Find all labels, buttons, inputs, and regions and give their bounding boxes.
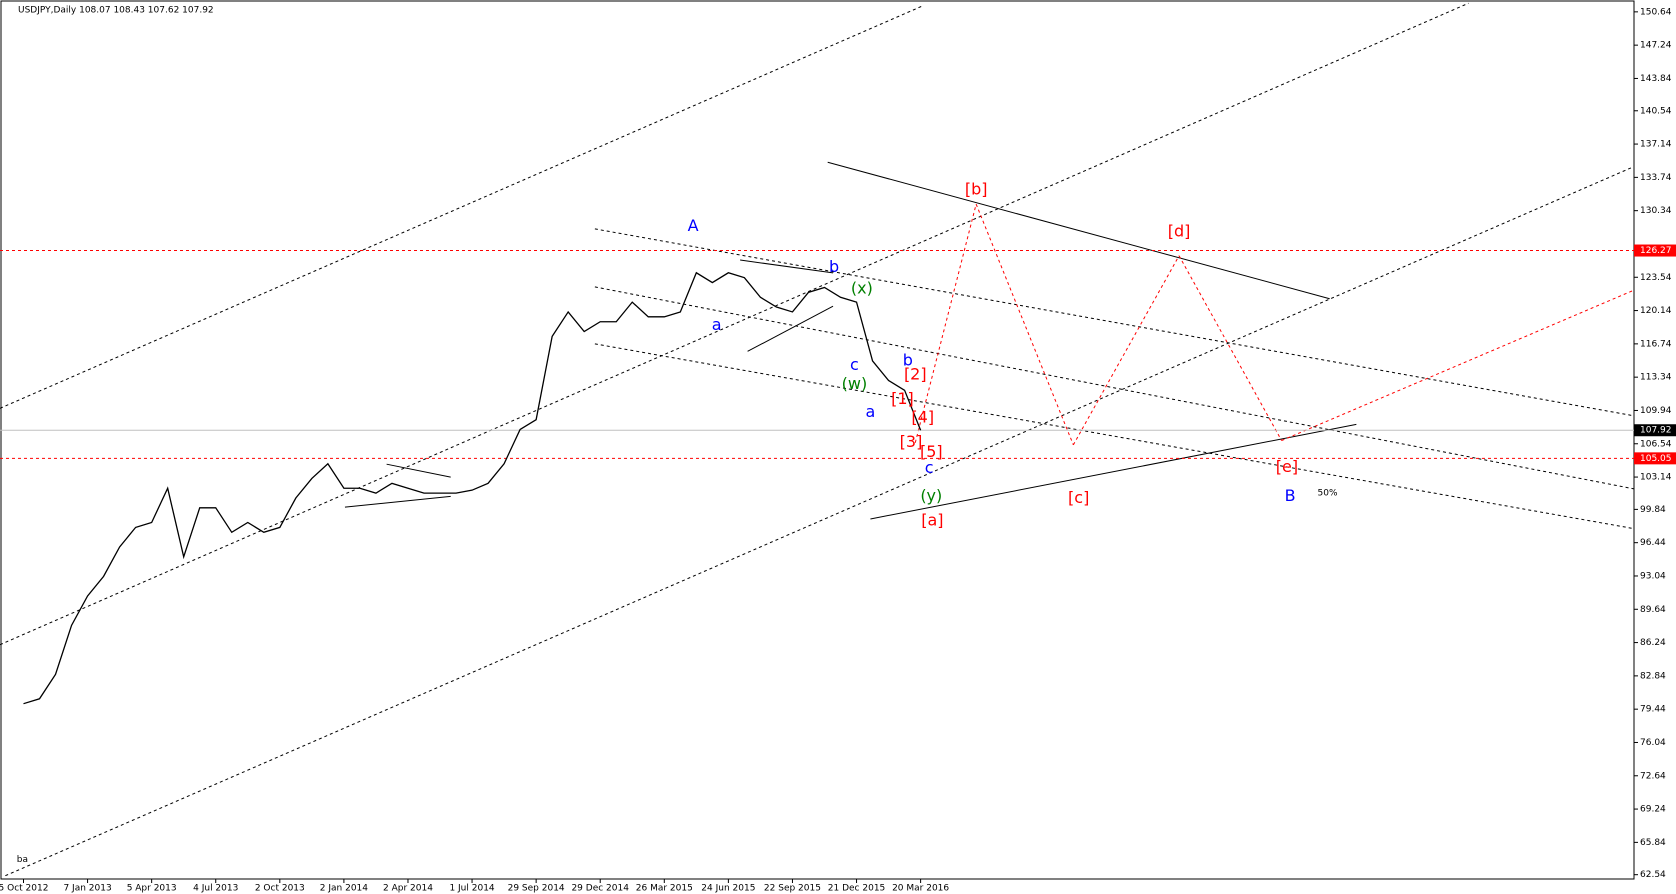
trend-line [914,204,977,443]
wave-label: [a] [921,511,943,530]
y-tick-label: 103.14 [1640,473,1672,483]
trend-line [1178,255,1283,441]
y-tick-label: 72.64 [1640,771,1666,781]
y-tick-label: 123.54 [1640,273,1672,283]
x-tick-label: 2 Oct 2013 [255,884,305,894]
x-tick-label: 4 Jul 2013 [193,884,238,894]
x-tick-label: 29 Dec 2014 [571,884,629,894]
trend-line [594,286,1635,490]
y-tick-label: 106.54 [1640,439,1672,449]
price-line [23,271,922,705]
wave-label: b [903,351,913,370]
wave-label: (w) [842,374,868,393]
chart-title: USDJPY,Daily 108.07 108.43 107.62 107.92 [18,6,214,16]
y-tick-label: 99.84 [1640,505,1666,515]
wave-label: [1] [891,389,914,408]
trend-line [975,203,1074,446]
level-label-box [1634,244,1676,257]
x-tick-label: 22 Sep 2015 [764,884,821,894]
y-tick-label: 76.04 [1640,738,1666,748]
trend-line [740,259,834,274]
trend-line [344,495,451,508]
trend-line [1072,255,1180,446]
x-tick-label: 21 Dec 2015 [828,884,886,894]
trend-line [870,423,1357,520]
x-tick-label: 5 Oct 2012 [0,884,48,894]
y-tick-label: 109.94 [1640,406,1672,416]
y-tick-label: 93.04 [1640,571,1666,581]
trend-line [747,305,834,352]
level-label: 126.27 [1640,246,1672,256]
wave-label: B [1285,486,1296,505]
y-tick-label: 137.14 [1640,140,1672,150]
y-tick-label: 140.54 [1640,106,1672,116]
y-tick-label: 147.24 [1640,41,1672,51]
y-tick-label: 133.74 [1640,173,1672,183]
wave-label: a [712,315,722,334]
wave-label: c [850,355,859,374]
wave-label: [e] [1276,457,1298,476]
y-tick-label: 82.84 [1640,671,1666,681]
wave-label: c [925,458,934,477]
trend-line [1281,289,1635,442]
wave-label: (y) [920,486,942,505]
wave-label: [3] [900,432,923,451]
y-tick-label: 96.44 [1640,538,1666,548]
x-tick-label: 2 Jan 2014 [320,884,368,894]
plot-frame [0,0,1635,880]
wave-label: [4] [911,407,934,426]
level-label: 105.05 [1640,454,1672,464]
trend-line [594,343,1635,530]
level-label-box [1634,452,1676,465]
y-tick-label: 79.44 [1640,705,1666,715]
y-tick-label: 69.24 [1640,805,1666,815]
x-tick-label: 5 Apr 2013 [127,884,177,894]
wave-label: [c] [1068,488,1089,507]
y-tick-label: 86.24 [1640,638,1666,648]
trend-line [594,228,1635,417]
x-tick-label: 24 Jun 2015 [701,884,755,894]
wave-label: a [866,402,876,421]
y-tick-label: 120.14 [1640,306,1672,316]
y-tick-label: 89.64 [1640,605,1666,615]
y-tick-label: 150.64 [1640,7,1672,17]
x-tick-label: 29 Sep 2014 [508,884,565,894]
y-tick-label: 130.34 [1640,206,1672,216]
wave-label: (x) [851,279,873,298]
x-tick-label: 20 Mar 2016 [892,884,949,894]
x-tick-label: 2 Apr 2014 [383,884,433,894]
trend-line [386,463,451,478]
level-label: 107.92 [1640,426,1672,436]
wave-label: 50% [1318,489,1338,499]
level-label-box [1634,424,1676,437]
wave-label: [2] [904,365,927,384]
x-tick-label: 7 Jan 2013 [63,884,111,894]
wave-label: b [829,257,839,276]
x-tick-label: 1 Jul 2014 [449,884,494,894]
y-tick-label: 116.74 [1640,339,1672,349]
y-tick-label: 143.84 [1640,74,1672,84]
trend-line [827,161,1330,300]
x-tick-label: 26 Mar 2015 [636,884,693,894]
wave-label: ba [17,855,28,865]
y-tick-label: 62.54 [1640,870,1666,880]
wave-label: [d] [1168,222,1191,241]
wave-label: A [688,216,699,235]
wave-label: [b] [965,180,988,199]
y-tick-label: 113.34 [1640,373,1672,383]
wave-label: [5] [920,442,943,461]
y-tick-label: 65.84 [1640,838,1666,848]
trend-line [5,166,1635,877]
